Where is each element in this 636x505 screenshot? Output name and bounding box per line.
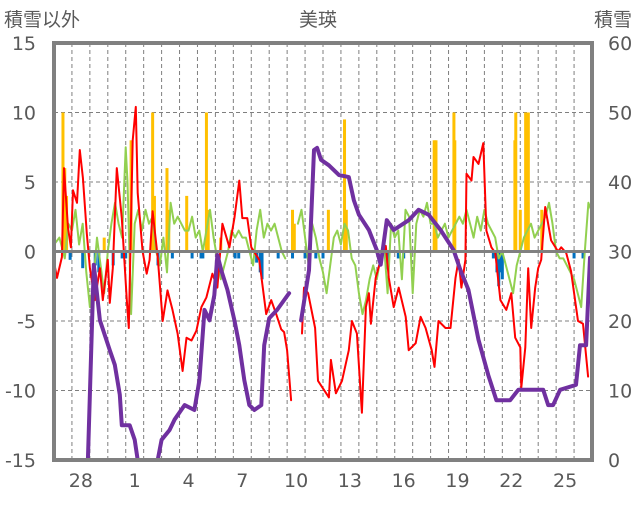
- yellow-bar: [344, 209, 348, 252]
- x-tick-label: 28: [69, 470, 93, 492]
- yellow-bar: [432, 140, 436, 252]
- blue-bar: [199, 251, 203, 259]
- left-axis-title: 積雪以外: [4, 9, 80, 31]
- x-tick-label: 7: [236, 470, 248, 492]
- x-tick-label: 25: [553, 470, 577, 492]
- blue-bar: [491, 251, 495, 259]
- x-tick-label: 16: [392, 470, 416, 492]
- bar-series: [61, 112, 585, 287]
- x-tick-label: 10: [284, 470, 308, 492]
- blue-bar: [237, 251, 241, 259]
- yellow-bar: [518, 209, 522, 252]
- x-tick-label: 19: [445, 470, 469, 492]
- left-tick-label: 0: [24, 242, 36, 264]
- blue-bar: [497, 251, 501, 287]
- plot-border: [52, 41, 594, 462]
- blue-bar: [321, 251, 325, 259]
- right-tick-label: 0: [608, 450, 620, 472]
- gridlines: [54, 43, 592, 460]
- blue-bar: [68, 251, 72, 260]
- blue-bar: [97, 251, 101, 273]
- red-line: [52, 105, 590, 414]
- blue-bar: [396, 251, 400, 259]
- x-tick-label: 4: [182, 470, 194, 492]
- right-tick-label: 50: [608, 103, 632, 125]
- blue-bar: [500, 251, 504, 280]
- yellow-bar: [206, 209, 210, 252]
- blue-bar: [233, 251, 237, 259]
- blue-bar: [303, 251, 307, 259]
- yellow-bar: [151, 112, 155, 252]
- yellow-bar: [204, 112, 208, 252]
- blue-bar: [314, 251, 318, 259]
- right-tick-label: 20: [608, 311, 632, 333]
- left-tick-label: -5: [17, 311, 36, 333]
- left-tick-label: -10: [5, 381, 36, 403]
- yellow-bar: [165, 168, 169, 252]
- chart-title: 美瑛: [299, 9, 337, 31]
- left-tick-label: -15: [5, 450, 36, 472]
- right-tick-label: 60: [608, 33, 632, 55]
- blue-bar: [291, 251, 295, 259]
- blue-bar: [170, 251, 174, 259]
- blue-bar: [124, 251, 128, 259]
- yellow-bar: [540, 209, 544, 252]
- right-tick-label: 10: [608, 381, 632, 403]
- yellow-bar: [291, 209, 295, 252]
- x-tick-label: 22: [499, 470, 523, 492]
- left-tick-label: 10: [12, 103, 36, 125]
- yellow-bar: [63, 168, 67, 252]
- blue-bar: [81, 251, 85, 269]
- right-axis-title: 積雪: [594, 9, 632, 31]
- blue-bar: [581, 251, 585, 259]
- blue-bar: [499, 251, 503, 273]
- blue-bar: [572, 251, 576, 259]
- blue-bar: [120, 251, 124, 259]
- blue-bar: [190, 251, 194, 259]
- left-tick-label: 5: [24, 172, 36, 194]
- right-tick-label: 30: [608, 242, 632, 264]
- line-series: [52, 105, 593, 462]
- plot-frame: [52, 41, 594, 462]
- yellow-bar: [326, 209, 330, 252]
- x-tick-label: 1: [129, 470, 141, 492]
- blue-bar: [260, 251, 264, 280]
- right-tick-label: 40: [608, 172, 632, 194]
- yellow-bar: [102, 237, 106, 252]
- blue-bar: [201, 251, 205, 259]
- yellow-bar: [343, 119, 347, 252]
- yellow-bar: [65, 195, 69, 252]
- purple-line: [52, 145, 592, 462]
- x-tick-label: 13: [338, 470, 362, 492]
- yellow-bar: [185, 195, 189, 252]
- yellow-bar: [434, 140, 438, 252]
- yellow-bar: [292, 223, 296, 252]
- yellow-bar: [514, 112, 518, 252]
- yellow-bar: [453, 140, 457, 252]
- blue-bar: [276, 251, 280, 259]
- left-tick-label: 15: [12, 33, 36, 55]
- yellow-bar: [526, 112, 530, 252]
